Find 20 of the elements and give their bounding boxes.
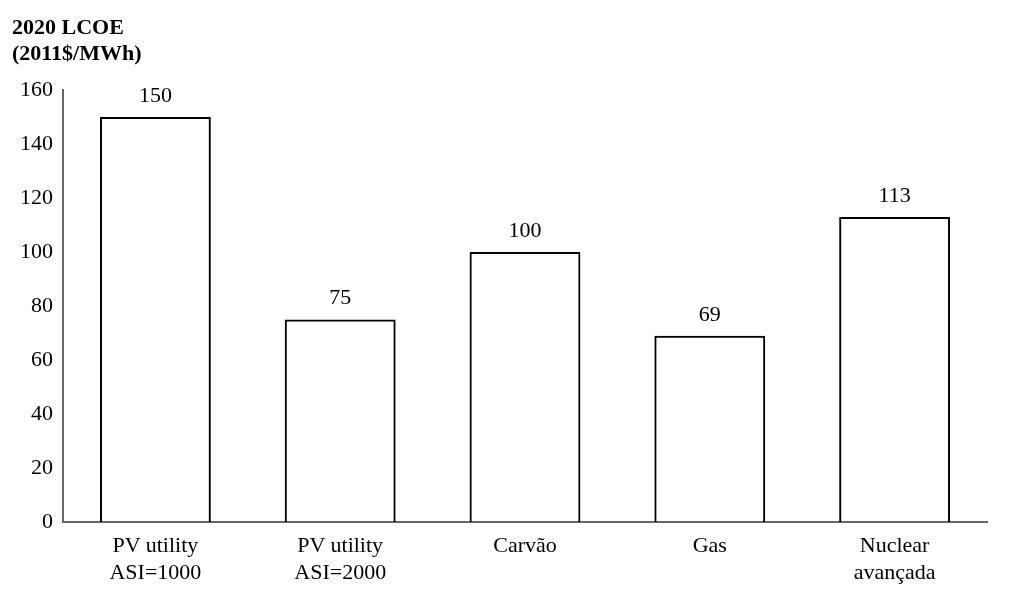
y-tick-label: 60	[31, 345, 53, 371]
x-tick-label: Carvão	[493, 532, 557, 558]
x-tick-label: PV utility ASI=2000	[294, 532, 387, 584]
y-tick-label: 40	[31, 399, 53, 425]
data-label: 75	[329, 284, 352, 310]
y-tick-label: 120	[20, 183, 53, 209]
x-tick-label: Nuclear avançada	[853, 532, 936, 584]
y-tick-label: 0	[42, 507, 53, 533]
y-tick-label: 100	[20, 237, 53, 263]
y-axis-title: 2020 LCOE (2011$/MWh)	[12, 14, 142, 66]
data-label: 69	[698, 300, 721, 326]
data-label: 100	[508, 216, 542, 242]
data-label: 150	[138, 81, 172, 107]
y-tick-label: 140	[20, 129, 53, 155]
data-label: 113	[878, 181, 911, 207]
y-tick-label: 80	[31, 291, 53, 317]
y-tick-label: 20	[31, 453, 53, 479]
y-tick-label: 160	[20, 75, 53, 101]
x-tick-label: Gas	[692, 532, 727, 558]
x-tick-label: PV utility ASI=1000	[109, 532, 202, 584]
